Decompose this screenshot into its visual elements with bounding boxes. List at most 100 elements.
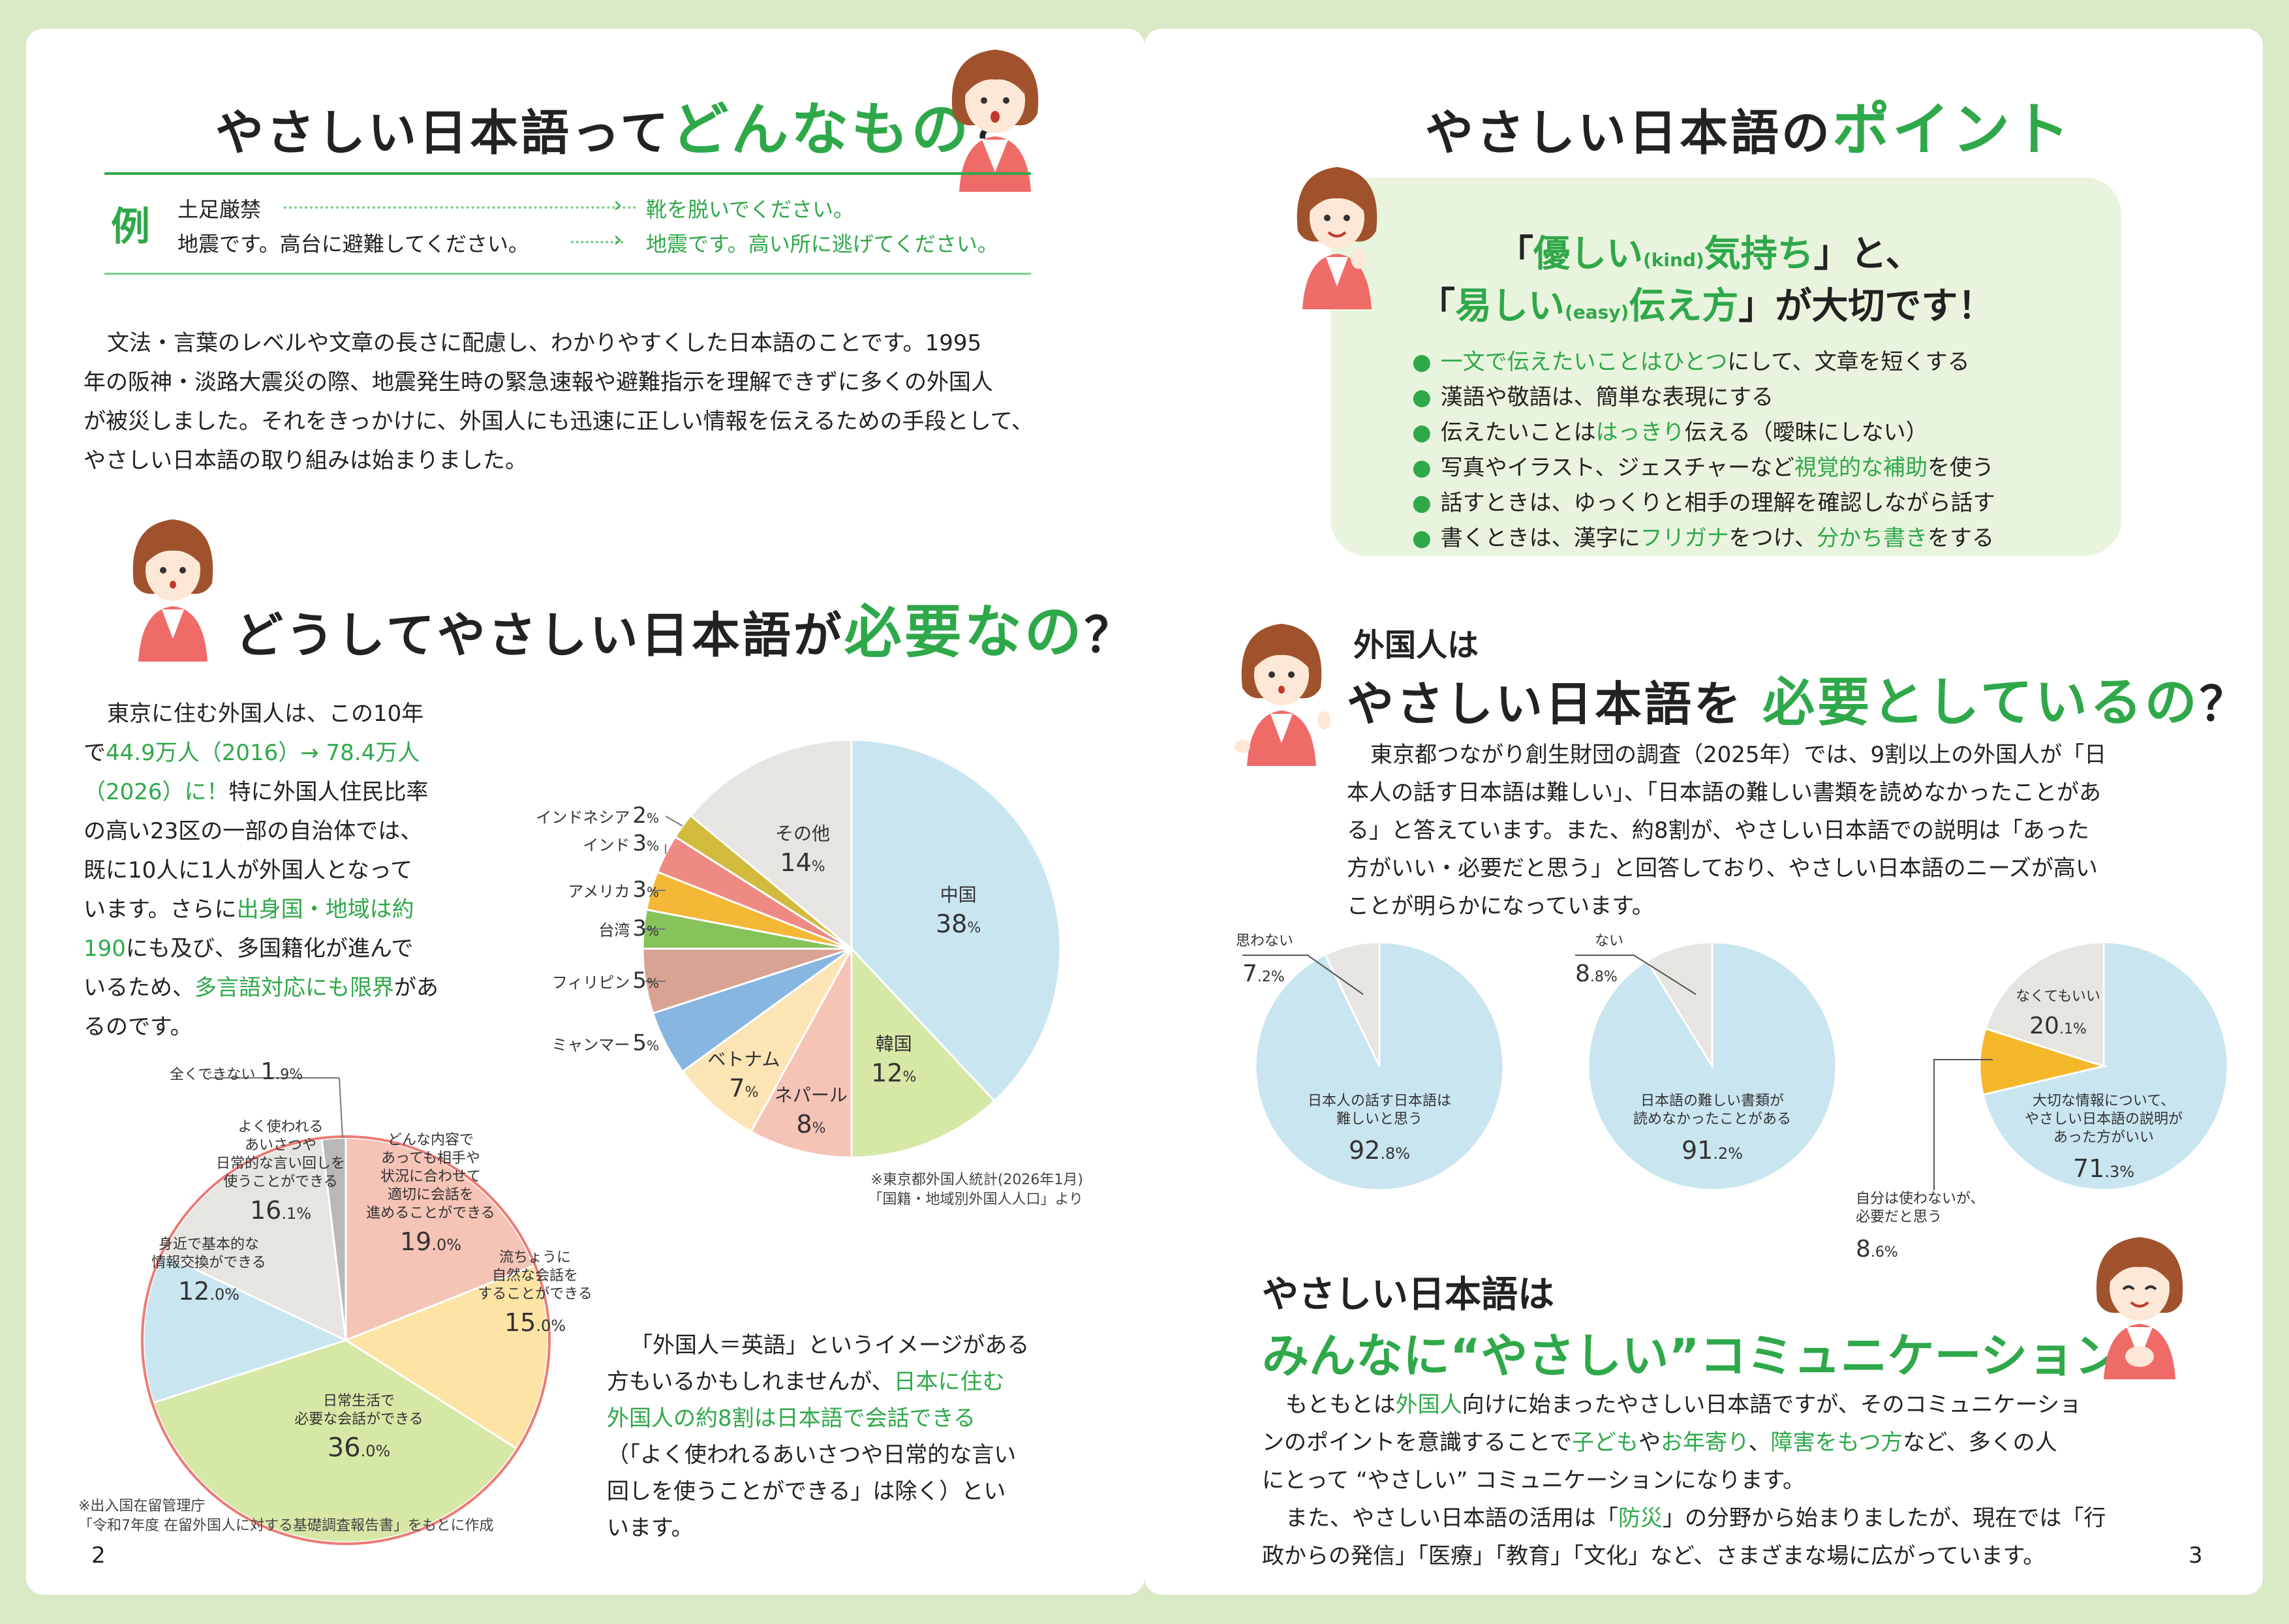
pie-slice-value: 19.0%: [400, 1227, 461, 1256]
pie-chart-documents: 日本語の難しい書類が読めなかったことがある 91.2% ない 8.8%: [1575, 933, 1837, 1190]
title-text: やさしい日本語の: [1425, 105, 1832, 161]
pie-slice-label: 台湾 3%: [598, 915, 659, 942]
intro-line: やさしい日本語の取り組みは始まりました。: [84, 448, 527, 474]
why-paragraph: 東京に住む外国人は、この10年 で44.9万人（2016）→ 78.4万人 （2…: [84, 694, 501, 1047]
leader-line: [1575, 955, 1697, 995]
why-text: があ: [394, 975, 438, 1001]
minna-text: 」の分野から始まりましたが、現在では「行: [1663, 1505, 2106, 1531]
point-bullet: ● 写真やイラスト、ジェスチャーなど視覚的な補助を使う: [1412, 450, 1995, 485]
pie-slice-label: フィリピン 5%: [552, 968, 659, 994]
source-line: 「令和7年度 在留外国人に対する基礎調査報告書」をもとに作成: [78, 1518, 494, 1534]
point-keyword: 易しい: [1455, 285, 1565, 328]
bullet-dot-icon: ●: [1412, 490, 1432, 516]
left-page: やさしい日本語ってどんなもの？ 例 土足厳禁 › 靴を脱いでください。 地震です…: [26, 29, 1144, 1595]
leader-line: [1933, 1059, 1993, 1190]
minna-highlight: 子ども: [1571, 1430, 1638, 1456]
title-emphasis: 必要としているの: [1762, 672, 2200, 733]
example-mark: 例: [111, 204, 150, 250]
minna-text: など、多くの人: [1903, 1430, 2057, 1456]
leader-line: [1242, 955, 1364, 995]
character-illustration: [124, 512, 222, 662]
minna-text: 政からの発信」「医療」「教育」「文化」など、さまざまな場に広がっています。: [1262, 1543, 2046, 1569]
pie-slice-label: 日常生活で必要な会話ができる: [294, 1393, 423, 1428]
title-what-is: やさしい日本語ってどんなもの？: [215, 84, 1022, 166]
bullet-highlight: はっきり: [1595, 420, 1685, 446]
title-why-needed: どうしてやさしい日本語が必要なの？: [235, 586, 1135, 669]
pie-slice-label: その他: [775, 823, 830, 844]
bullet-highlight: フリガナ: [1640, 525, 1729, 551]
need-line: 方がいい・必要だと思う」と回答しており、やさしい日本語のニーズが高い: [1347, 855, 2098, 881]
english-highlight: 日本に住む: [893, 1369, 1005, 1395]
pie-slice-value: 15.0%: [504, 1308, 566, 1337]
pie-slice-label: 自分は使わないが、必要だと思う: [1856, 1191, 1985, 1225]
example-bottom-rule: [104, 273, 1031, 275]
arrow-right-icon: ›: [613, 226, 622, 253]
pie-slice: [681, 947, 853, 1133]
intro-line: 文法・言葉のレベルや文章の長さに配慮し、わかりやすくした日本語のことです。199…: [107, 330, 982, 356]
pie-slice-label: ネパール: [775, 1084, 848, 1106]
minna-text: や: [1638, 1430, 1661, 1456]
pie-chart-nationality: 中国 38% 韓国 12% ネパール 8% ベトナム 7% ミャンマー 5% フィリピン 5% 台湾 3%…: [536, 739, 1062, 1159]
source-line: 「国籍・地域別外国人人口」より: [868, 1191, 1083, 1208]
pie-slice-label: 大切な情報について、やさしい日本語の説明があった方がいい: [2025, 1093, 2183, 1146]
pie-slice-label: インド 3%: [583, 831, 659, 857]
minna-paragraph: もともとは外国人向けに始まったやさしい日本語ですが、そのコミュニケーショ ンのポ…: [1262, 1386, 2228, 1575]
pie-chart-explanation: 大切な情報について、やさしい日本語の説明があった方がいい 71.3% なくてもいい 2…: [1856, 941, 2229, 1263]
pie-slice-value: 36.0%: [328, 1433, 391, 1463]
pie-slice-value: 7%: [729, 1074, 758, 1103]
why-line: の高い23区の一部の自治体では、: [84, 818, 423, 844]
pie-slice-value: 38%: [936, 910, 981, 938]
pie-chart-spoken-japanese: 日本人の話す日本語は難しいと思う 92.8% 思わない 7.2%: [1236, 933, 1505, 1190]
point-gloss: (kind): [1643, 249, 1704, 271]
pie-slice-label: なくてもいい: [2016, 988, 2100, 1005]
pie-slice-label: 全くできない 1.9%: [170, 1058, 303, 1085]
intro-line: が被災しました。それをきっかけに、外国人にも迅速に正しい情報を伝えるための手段と…: [84, 408, 1034, 435]
pie-slice: [1323, 941, 1381, 1067]
pie-slice-value: 71.3%: [2073, 1154, 2134, 1183]
pie-slice-label: 韓国: [876, 1034, 912, 1055]
english-highlight: 外国人の約8割は日本語で会話できる: [607, 1405, 976, 1432]
title-text: どうしてやさしい日本語が: [235, 607, 844, 664]
pie-slice: [345, 1137, 536, 1342]
point-keyword: 伝え方: [1629, 285, 1739, 328]
minna-highlight: 障害をもつ方: [1770, 1430, 1903, 1456]
pie-slice: [152, 1339, 518, 1544]
pie-slice: [850, 946, 996, 1159]
example-top-rule: [104, 172, 1031, 175]
pie-slice-value: 12.0%: [178, 1277, 239, 1306]
why-highlight: 多言語対応にも限界: [194, 975, 394, 1001]
pie-slice-label: ない: [1595, 933, 1623, 949]
need-paragraph: 東京都つながり創生財団の調査（2025年）では、9割以上の外国人が「日 本人の話…: [1347, 736, 2228, 925]
point-bullet: ● 話すときは、ゆっくりと相手の理解を確認しながら話す: [1412, 485, 1995, 521]
source-note-ability: ※出入国在留管理庁 「令和7年度 在留外国人に対する基礎調査報告書」をもとに作成: [78, 1497, 494, 1536]
bullet-dot-icon: ●: [1412, 420, 1432, 446]
point-headline-1: 「優しい(kind)気持ち」と、: [1497, 224, 1922, 277]
pie-slice-value: 16.1%: [250, 1196, 311, 1225]
why-highlight: 190: [84, 936, 126, 962]
english-line: 「外国人＝英語」というイメージがある: [630, 1332, 1030, 1358]
why-line: るのです。: [84, 1014, 192, 1040]
minna-highlight: お年寄り: [1660, 1430, 1749, 1456]
source-line: ※東京都外国人統計(2026年1月): [870, 1172, 1083, 1188]
example-row1-source: 土足厳禁: [177, 197, 262, 222]
point-bullet: ● 書くときは、漢字にフリガナをつけ、分かち書きをする: [1412, 521, 1995, 556]
pie-slice-value: 91.2%: [1682, 1136, 1743, 1165]
bullet-text: にして、文章を短くする: [1727, 349, 1970, 375]
example-row2-source: 地震です。高台に避難してください。: [177, 232, 529, 256]
point-keyword: 気持ち: [1704, 233, 1814, 275]
title-text: やさしい日本語を: [1347, 677, 1744, 731]
pie-slice-value: 20.1%: [2029, 1013, 2087, 1039]
why-highlight: （2026）に！: [84, 779, 229, 805]
pie-slice-label: 日本語の難しい書類が読めなかったことがある: [1633, 1093, 1791, 1127]
title-mark: ？: [1084, 607, 1135, 664]
leader-line: [339, 1077, 343, 1139]
pie-slice: [689, 739, 853, 951]
title-emphasis: どんなもの: [671, 96, 972, 163]
example-row2-target: 地震です。高い所に逃げてください。: [646, 232, 998, 256]
pie-slice-label: よく使われるあいさつや日常的な言い回しを使うことができる: [216, 1119, 345, 1190]
minna-headline: みんなに“やさしい”コミュニケーション: [1262, 1328, 2122, 1383]
pie-slice-label: 流ちょうに自然な会話をすることができる: [478, 1249, 592, 1302]
pie-slice-value: 7.2%: [1242, 960, 1285, 987]
bullet-text: をつけ、: [1728, 525, 1817, 551]
bullet-dot-icon: ●: [1412, 384, 1432, 410]
